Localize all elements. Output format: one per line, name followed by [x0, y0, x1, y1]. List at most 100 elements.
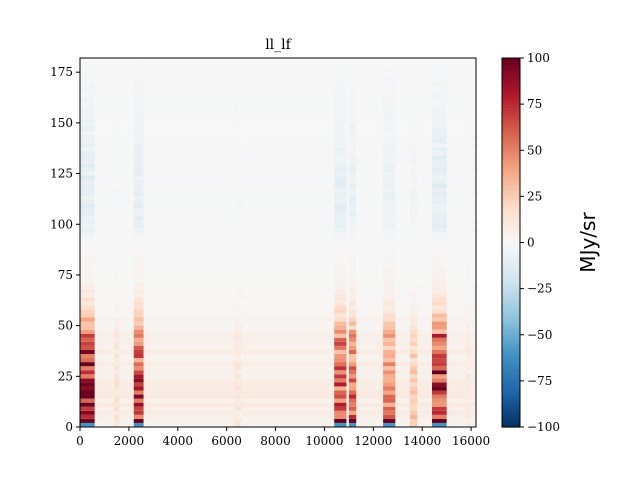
- colorbar-segment: [502, 414, 520, 419]
- colorbar-segment: [502, 393, 520, 397]
- heatmap-cell: [334, 398, 347, 403]
- heatmap-cell: [410, 151, 418, 156]
- heatmap-cell: [334, 62, 347, 67]
- heatmap-cell: [466, 171, 472, 176]
- heatmap-cell: [80, 175, 95, 180]
- heatmap-cell: [334, 122, 347, 127]
- heatmap-row: [80, 370, 476, 375]
- heatmap-cell: [114, 390, 120, 395]
- heatmap-cell: [114, 78, 120, 83]
- heatmap-cell: [410, 122, 418, 127]
- heatmap-cell: [383, 293, 396, 298]
- heatmap-cell: [383, 62, 396, 67]
- heatmap-cell: [410, 297, 418, 302]
- heatmap-cell: [432, 82, 447, 87]
- heatmap-cell: [334, 220, 347, 225]
- heatmap-cell: [234, 183, 242, 188]
- y-tick-label: 75: [58, 268, 73, 282]
- heatmap-cell: [466, 195, 472, 200]
- x-tick-label: 14000: [403, 434, 441, 448]
- heatmap-cell: [334, 333, 347, 338]
- heatmap-cell: [234, 422, 242, 427]
- heatmap-cell: [80, 256, 95, 261]
- heatmap-cell: [432, 216, 447, 221]
- heatmap-cell: [466, 297, 472, 302]
- heatmap-cell: [334, 264, 347, 269]
- colorbar-segment: [502, 187, 520, 191]
- heatmap-cell: [334, 114, 347, 119]
- y-tick-label: 50: [58, 319, 73, 333]
- heatmap-cell: [410, 118, 418, 123]
- heatmap-cell: [133, 382, 144, 387]
- y-axis: 0 25 50 75 100 125 150 175: [50, 65, 80, 434]
- heatmap-cell: [348, 199, 357, 204]
- heatmap-cell: [80, 370, 95, 375]
- heatmap-cell: [133, 358, 144, 363]
- heatmap-cell: [114, 341, 120, 346]
- heatmap-cell: [410, 195, 418, 200]
- heatmap-cell: [432, 106, 447, 111]
- heatmap-cell: [80, 349, 95, 355]
- colorbar-segment: [502, 267, 520, 271]
- heatmap-cell: [80, 106, 95, 111]
- colorbar-tick-label: 0: [527, 236, 535, 250]
- heatmap-cell: [348, 183, 357, 188]
- colorbar-segment: [502, 402, 520, 407]
- colorbar-segment: [502, 144, 520, 148]
- heatmap-cell: [383, 362, 396, 367]
- heatmap-cell: [466, 102, 472, 107]
- colorbar-segment: [502, 350, 520, 354]
- heatmap-cell: [383, 78, 396, 83]
- heatmap-cell: [334, 272, 347, 277]
- heatmap-cell: [383, 94, 396, 99]
- heatmap-cell: [234, 135, 242, 140]
- heatmap-cell: [383, 406, 396, 411]
- heatmap-cell: [133, 317, 144, 322]
- heatmap-cell: [334, 208, 347, 213]
- colorbar-segment: [502, 359, 520, 364]
- heatmap-cell: [410, 244, 418, 249]
- heatmap-cell: [114, 130, 120, 136]
- heatmap-cell: [383, 228, 396, 233]
- colorbar-segment: [502, 193, 520, 197]
- heatmap-cell: [80, 187, 95, 192]
- colorbar-segment: [502, 184, 520, 188]
- heatmap-cell: [432, 244, 447, 249]
- heatmap-cell: [383, 341, 396, 346]
- heatmap-cell: [234, 94, 242, 99]
- heatmap-cell: [383, 220, 396, 225]
- heatmap-cell: [466, 358, 472, 363]
- heatmap-cell: [383, 264, 396, 269]
- heatmap-cell: [80, 309, 95, 314]
- heatmap-cell: [383, 151, 396, 156]
- heatmap-cell: [80, 410, 95, 415]
- heatmap-cell: [348, 374, 357, 379]
- heatmap-cell: [466, 90, 472, 95]
- heatmap-cell: [234, 272, 242, 277]
- heatmap-cell: [334, 418, 347, 423]
- heatmap-cell: [80, 289, 95, 294]
- heatmap-cell: [114, 228, 120, 233]
- heatmap-cell: [133, 130, 144, 136]
- heatmap-cell: [133, 402, 144, 407]
- heatmap-cell: [133, 175, 144, 180]
- heatmap-row: [80, 98, 476, 103]
- colorbar-segment: [502, 300, 520, 305]
- heatmap-cell: [383, 102, 396, 107]
- heatmap-cell: [334, 187, 347, 192]
- heatmap-cell: [133, 422, 144, 427]
- heatmap-cell: [80, 325, 95, 330]
- heatmap-row: [80, 236, 476, 241]
- heatmap-cell: [234, 78, 242, 83]
- heatmap-cell: [334, 236, 347, 241]
- heatmap-cell: [80, 313, 95, 318]
- heatmap-cell: [466, 345, 472, 350]
- x-tick-label: 10000: [305, 434, 343, 448]
- heatmap-cell: [466, 256, 472, 261]
- x-tick-label: 16000: [452, 434, 490, 448]
- heatmap-cell: [466, 390, 472, 395]
- heatmap-cell: [348, 163, 357, 168]
- heatmap-cell: [348, 366, 357, 371]
- heatmap-cell: [234, 252, 242, 257]
- heatmap-cell: [114, 309, 120, 314]
